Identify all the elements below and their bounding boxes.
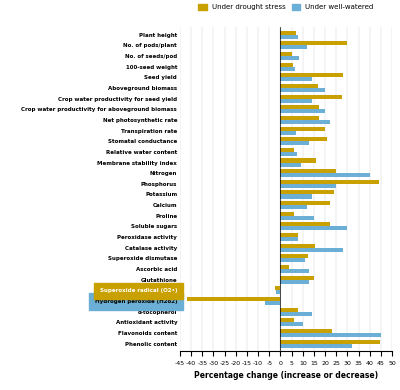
Bar: [280, 152, 297, 156]
Bar: [280, 52, 292, 56]
Bar: [280, 201, 330, 205]
Bar: [187, 297, 280, 301]
Bar: [275, 286, 280, 290]
Bar: [280, 84, 318, 88]
Bar: [280, 233, 298, 237]
Bar: [280, 276, 314, 280]
Bar: [280, 88, 325, 92]
Bar: [276, 290, 280, 294]
Bar: [280, 180, 379, 184]
X-axis label: Percentage change (increase or decrease): Percentage change (increase or decrease): [194, 371, 378, 380]
Bar: [280, 73, 343, 77]
Bar: [280, 173, 370, 177]
Bar: [280, 169, 336, 173]
Bar: [280, 333, 381, 337]
Bar: [280, 105, 320, 109]
Bar: [280, 216, 314, 220]
Bar: [280, 131, 296, 135]
Bar: [280, 137, 327, 141]
Bar: [280, 190, 334, 195]
Bar: [280, 141, 310, 145]
Bar: [280, 269, 310, 273]
Bar: [280, 322, 303, 326]
Bar: [280, 95, 342, 99]
Bar: [280, 67, 295, 71]
Bar: [280, 280, 310, 284]
Bar: [280, 163, 300, 167]
Bar: [280, 56, 299, 60]
Bar: [280, 308, 298, 312]
Bar: [280, 254, 308, 258]
Bar: [280, 77, 312, 82]
Bar: [280, 248, 343, 252]
Bar: [280, 340, 380, 344]
Legend: Under drought stress, Under well-watered: Under drought stress, Under well-watered: [196, 2, 376, 13]
Bar: [280, 35, 298, 39]
Bar: [280, 312, 312, 316]
Bar: [280, 41, 347, 45]
Bar: [280, 329, 332, 333]
Bar: [280, 99, 312, 103]
Bar: [280, 31, 296, 35]
Bar: [280, 109, 325, 113]
Bar: [280, 344, 352, 347]
Bar: [280, 184, 336, 188]
Bar: [280, 45, 307, 50]
Bar: [280, 205, 307, 209]
Bar: [280, 120, 330, 124]
Bar: [280, 63, 293, 67]
Bar: [280, 212, 294, 216]
Bar: [265, 301, 280, 305]
Bar: [280, 265, 289, 269]
Bar: [280, 126, 325, 131]
Bar: [280, 116, 320, 120]
Bar: [280, 222, 330, 227]
Bar: [280, 148, 294, 152]
Bar: [280, 237, 298, 241]
Bar: [280, 244, 315, 248]
Bar: [280, 318, 294, 322]
Bar: [280, 195, 312, 199]
Bar: [280, 258, 305, 262]
Bar: [280, 227, 347, 230]
Bar: [280, 158, 316, 163]
